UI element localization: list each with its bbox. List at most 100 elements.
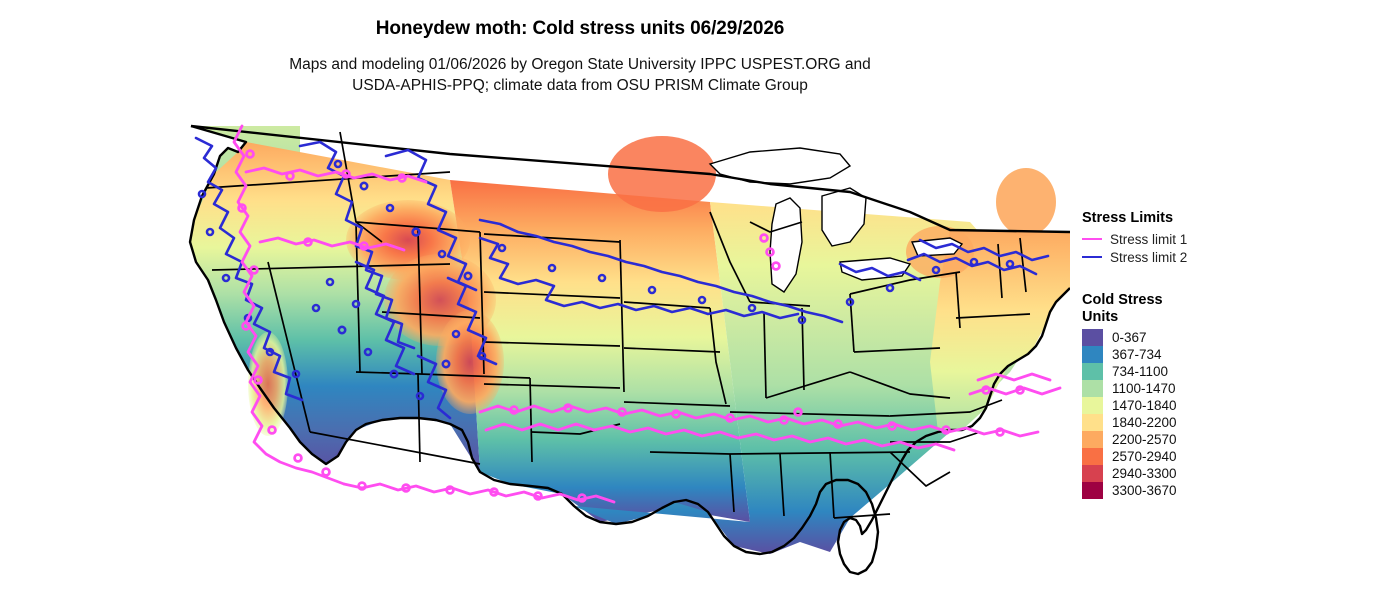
- border-ky-oh: [765, 371, 851, 399]
- legend-bin-row[interactable]: 734-1100: [1082, 363, 1312, 380]
- border-ga-fl: [833, 513, 891, 519]
- border-ca-nv: [267, 261, 311, 433]
- border-co-nm: [419, 373, 531, 379]
- border-ms-al: [779, 453, 785, 517]
- legend-bin-label: 2570-2940: [1112, 449, 1177, 464]
- legend-bin-row[interactable]: 1840-2200: [1082, 414, 1312, 431]
- border-az-nm: [417, 373, 421, 463]
- legend-units-title-line-2: Units: [1082, 309, 1119, 325]
- legend-bin-label: 367-734: [1112, 347, 1162, 362]
- border-in-oh: [801, 307, 805, 391]
- northern-border: [190, 124, 1070, 234]
- legend-color-swatch: [1082, 397, 1103, 414]
- border-pa-md: [853, 347, 941, 353]
- border-ia-mo: [623, 347, 721, 353]
- legend-bin-label: 2200-2570: [1112, 432, 1177, 447]
- border-ks-ok: [483, 383, 621, 389]
- border-mo-il: [709, 307, 727, 405]
- border-vt-nh: [997, 243, 1003, 299]
- stress-limit-2-line-swatch: [1082, 256, 1102, 258]
- border-la-ms: [729, 453, 735, 513]
- legend-units-title-line-1: Cold Stress: [1082, 292, 1163, 308]
- stress-limit-1-line-swatch: [1082, 238, 1102, 240]
- border-sc-nc: [890, 431, 981, 443]
- border-ar-la: [649, 451, 731, 455]
- legend-bin-label: 734-1100: [1112, 364, 1169, 379]
- border-al-ga: [829, 451, 835, 519]
- legend-stress-limits-title: Stress Limits: [1082, 210, 1174, 226]
- legend-color-swatch: [1082, 414, 1103, 431]
- legend-color-swatch: [1082, 380, 1103, 397]
- border-ne-ks: [483, 341, 621, 347]
- legend-bin-row[interactable]: 2570-2940: [1082, 448, 1312, 465]
- border-nv-ut: [355, 223, 361, 373]
- legend-color-swatch: [1082, 329, 1103, 346]
- legend-bin-row[interactable]: 0-367: [1082, 329, 1312, 346]
- border-va-wv-md: [849, 371, 951, 399]
- legend-bin-list: 0-367 367-734 734-1100 1100-1470 1470-1840 18…: [1082, 329, 1312, 499]
- legend-bin-label: 1470-1840: [1112, 398, 1177, 413]
- border-nh-me: [1019, 237, 1027, 293]
- legend-bin-label: 2940-3300: [1112, 466, 1177, 481]
- stress-limit-1-label: Stress limit 1: [1110, 231, 1188, 247]
- border-ut-co: [417, 229, 423, 375]
- raster-hotspot-northern-maine: [996, 168, 1056, 236]
- page-subtitle: Maps and modeling 01/06/2026 by Oregon S…: [0, 54, 1160, 96]
- legend-bin-label: 0-367: [1112, 330, 1147, 345]
- border-ma-ct: [955, 313, 1031, 319]
- legend-color-swatch: [1082, 465, 1103, 482]
- border-mi-upper: [749, 221, 803, 233]
- border-nd-sd: [483, 233, 621, 243]
- legend-item-stress-limit-1[interactable]: Stress limit 1: [1082, 230, 1312, 248]
- legend-bin-label: 1840-2200: [1112, 415, 1177, 430]
- choropleth-map[interactable]: [150, 112, 1070, 582]
- legend-color-swatch: [1082, 363, 1103, 380]
- stress-limit-2-label: Stress limit 2: [1110, 249, 1188, 265]
- border-mn-ia: [623, 301, 711, 309]
- legend-bin-row[interactable]: 2200-2570: [1082, 431, 1312, 448]
- legend-bin-row[interactable]: 1470-1840: [1082, 397, 1312, 414]
- raster-hotspot-sierra-nevada: [248, 332, 288, 436]
- legend-bin-row[interactable]: 367-734: [1082, 346, 1312, 363]
- border-tn-ms-al-ga: [729, 451, 911, 455]
- stress-limit-1-contours: [232, 124, 1062, 504]
- lake-huron-erie: [821, 187, 867, 247]
- border-mo-ar: [623, 401, 731, 407]
- legend-item-stress-limit-2[interactable]: Stress limit 2: [1082, 248, 1312, 266]
- subtitle-line-2: USDA-APHIS-PPQ; climate data from OSU PR…: [352, 77, 808, 94]
- legend-color-swatch: [1082, 448, 1103, 465]
- raster-great-plains: [450, 180, 750, 522]
- border-ut-az: [355, 371, 421, 375]
- legend-units-title: Cold Stress Units: [1082, 292, 1202, 326]
- border-mt-wy: [355, 221, 481, 233]
- border-nc-va: [889, 399, 1003, 417]
- page-title: Honeydew moth: Cold stress units 06/29/2…: [375, 18, 785, 39]
- raster-northeast: [930, 230, 1070, 432]
- border-sw-south: [309, 431, 481, 465]
- legend-bin-label: 1100-1470: [1112, 381, 1176, 396]
- border-ky-tn: [729, 411, 891, 417]
- border-pa-ny: [849, 271, 961, 295]
- national-outline: [188, 124, 1070, 576]
- subtitle-line-1: Maps and modeling 01/06/2026 by Oregon S…: [289, 56, 871, 73]
- map-legend: Stress Limits Stress limit 1 Stress limi…: [1082, 210, 1312, 499]
- climate-raster: [190, 126, 1070, 554]
- border-nm-tx: [529, 377, 533, 463]
- legend-color-swatch: [1082, 346, 1103, 363]
- border-sd-ne: [483, 291, 621, 299]
- raster-eastern-us: [574, 202, 1050, 554]
- border-wy-co: [381, 311, 481, 319]
- border-il-in: [763, 311, 767, 399]
- border-dakotas-east: [619, 239, 625, 393]
- legend-bin-row[interactable]: 3300-3670: [1082, 482, 1312, 499]
- raster-hotspot-northern-minnesota: [608, 136, 716, 212]
- border-wy-ne: [479, 231, 485, 375]
- legend-color-swatch: [1082, 482, 1103, 499]
- legend-bin-row[interactable]: 2940-3300: [1082, 465, 1312, 482]
- legend-bin-label: 3300-3670: [1112, 483, 1177, 498]
- legend-color-swatch: [1082, 431, 1103, 448]
- border-mn-wi: [709, 211, 751, 303]
- border-ga-sc: [889, 451, 951, 487]
- legend-bin-row[interactable]: 1100-1470: [1082, 380, 1312, 397]
